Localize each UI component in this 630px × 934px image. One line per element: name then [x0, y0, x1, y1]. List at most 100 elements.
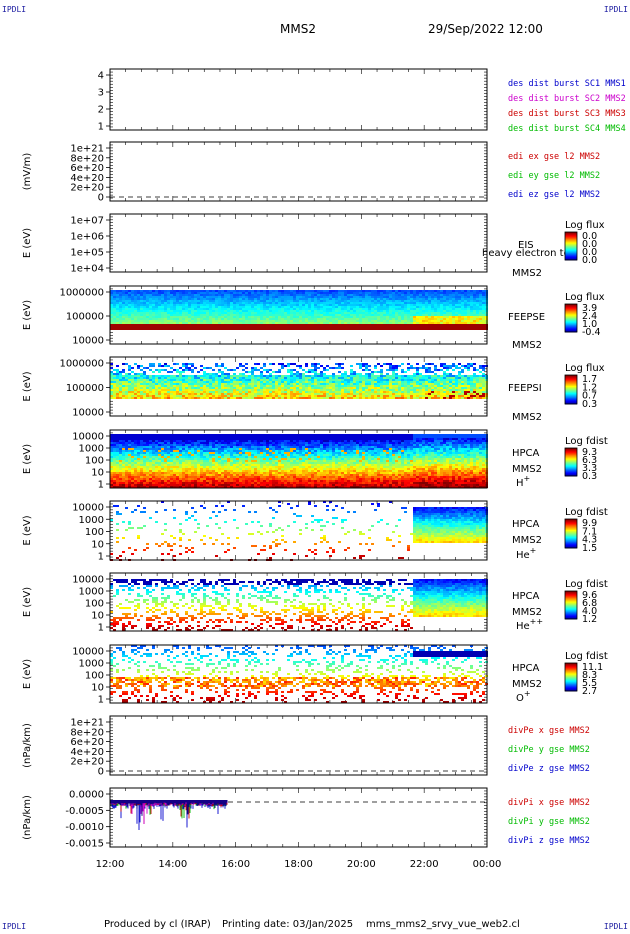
instrument-label-p4: FEEPSE — [508, 312, 545, 323]
cbar-tick-p4: 1.0 — [582, 319, 597, 330]
instrument-label-p9: HPCA — [512, 663, 540, 674]
ytick-label-p6: 10 — [91, 468, 104, 479]
cbar-title-p6: Log fdist — [565, 436, 608, 447]
ylabel-p5: E (eV) — [22, 371, 33, 401]
ytick-label-p7: 1 — [98, 552, 104, 563]
corner-tag-bottom-right: IPDLI — [603, 922, 628, 931]
ytick-label-p5: 1000000 — [59, 359, 104, 370]
cbar-tick-p6: 6.3 — [582, 455, 597, 466]
cbar-tick-p9: 11.1 — [582, 662, 603, 673]
corner-tag-bottom-left: IPDLI — [2, 922, 27, 931]
cbar-tick-p4: 3.9 — [582, 303, 597, 314]
instrument-label-p5: FEEPSI — [508, 383, 542, 394]
footer-filename: mms_mms2_srvy_vue_web2.cl — [366, 919, 520, 930]
species-label-p8: He++ — [516, 617, 543, 632]
cbar-title-p4: Log flux — [565, 292, 605, 303]
ytick-label-p8: 10 — [91, 611, 104, 622]
legend-p11: divPi x gse MMS2 — [508, 798, 590, 808]
cbar-tick-p8: 4.0 — [582, 606, 597, 617]
cbar-tick-p4: -0.4 — [582, 327, 601, 338]
legend-p2: edi ez gse l2 MMS2 — [508, 190, 600, 200]
ytick-label-p8: 100 — [85, 599, 104, 610]
cbar-tick-p3: 0.0 — [582, 231, 597, 242]
ytick-label-p9: 10000 — [72, 647, 104, 658]
ytick-label-p7: 10 — [91, 539, 104, 550]
plot-mission-title: MMS2 — [280, 22, 316, 36]
spacecraft-label-p9: MMS2 — [512, 679, 542, 690]
xtick-label: 22:00 — [410, 859, 439, 870]
overlay-label-p3: heavy electron to — [482, 248, 570, 259]
ylabel-p7: E (eV) — [22, 515, 33, 545]
ytick-label-p4: 100000 — [66, 312, 104, 323]
instrument-label-p7: HPCA — [512, 519, 540, 530]
ytick-label-p10: 8e+20 — [70, 727, 104, 738]
cbar-tick-p6: 0.3 — [582, 471, 597, 482]
ylabel-p9: E (eV) — [22, 659, 33, 689]
legend-p10: divPe z gse MMS2 — [508, 764, 590, 774]
spacecraft-label-p3: MMS2 — [512, 268, 542, 279]
legend-p2: edi ex gse l2 MMS2 — [508, 152, 600, 162]
corner-tag-top-left: IPDLI — [2, 5, 27, 14]
ytick-label-p2: 6e+20 — [70, 163, 104, 174]
species-label-p6: H+ — [516, 474, 530, 489]
ytick-label-p3: 1e+05 — [70, 248, 104, 259]
xtick-label: 00:00 — [473, 859, 502, 870]
cbar-tick-p7: 1.5 — [582, 543, 597, 554]
spacecraft-label-p6: MMS2 — [512, 464, 542, 475]
x-axis: 12:00 14:00 16:00 18:00 20:00 22:00 00:00 — [96, 859, 502, 870]
panel-p5: 1000000 100000 10000 E (eV) FEEPSI MMS2 Log fl… — [22, 356, 605, 423]
ytick-label-p6: 10000 — [72, 432, 104, 443]
ytick-label-p5: 10000 — [72, 408, 104, 419]
cbar-tick-p6: 9.3 — [582, 447, 597, 458]
cbar-title-p9: Log fdist — [565, 651, 608, 662]
legend-p1: des dist burst SC2 MMS2 — [508, 94, 626, 104]
cbar-tick-p6: 3.3 — [582, 463, 597, 474]
cbar-tick-p8: 1.2 — [582, 614, 597, 625]
ylabel-p2: (mV/m) — [22, 153, 33, 191]
ytick-label-p8: 10000 — [72, 575, 104, 586]
plot-datetime: 29/Sep/2022 12:00 — [428, 22, 543, 36]
cbar-tick-p9: 2.7 — [582, 686, 597, 697]
cbar-tick-p7: 4.3 — [582, 535, 597, 546]
species-label-p9: O+ — [516, 689, 531, 704]
cbar-title-p8: Log fdist — [565, 579, 608, 590]
corner-tag-top-right: IPDLI — [603, 5, 628, 14]
cbar-tick-p5: 0.7 — [582, 391, 597, 402]
footer-printing-date: Printing date: 03/Jan/2025 — [222, 919, 354, 930]
ytick-label-p10: 0 — [98, 767, 104, 778]
ytick-label-p2: 1e+21 — [70, 144, 104, 155]
ytick-label-p10: 1e+21 — [70, 718, 104, 729]
ytick-label-p1: 4 — [98, 71, 104, 82]
ytick-label-p9: 1 — [98, 695, 104, 706]
ylabel-p10: (nPa/km) — [22, 723, 33, 768]
legend-p11: divPi z gse MMS2 — [508, 836, 590, 846]
ylabel-p4: E (eV) — [22, 300, 33, 330]
ytick-label-p9: 10 — [91, 683, 104, 694]
xtick-label: 14:00 — [158, 859, 187, 870]
ytick-label-p7: 100 — [85, 527, 104, 538]
cbar-tick-p5: 1.7 — [582, 374, 597, 385]
ytick-label-p3: 1e+06 — [70, 232, 104, 243]
ylabel-p6: E (eV) — [22, 444, 33, 474]
cbar-tick-p4: 2.4 — [582, 311, 597, 322]
ytick-label-p7: 10000 — [72, 503, 104, 514]
ytick-label-p9: 1000 — [79, 659, 104, 670]
species-label-p7: He+ — [516, 546, 536, 561]
ytick-label-p10: 2e+20 — [70, 757, 104, 768]
cbar-tick-p8: 6.8 — [582, 598, 597, 609]
panel-p4: 1000000 100000 10000 E (eV) FEEPSE MMS2 Log fl… — [22, 285, 605, 351]
ylabel-p3: E (eV) — [22, 228, 33, 258]
cbar-title-p3: Log flux — [565, 220, 605, 231]
ytick-label-p5: 100000 — [66, 383, 104, 394]
xtick-label: 20:00 — [347, 859, 376, 870]
xtick-label: 12:00 — [96, 859, 125, 870]
ytick-label-p3: 1e+07 — [70, 216, 104, 227]
cbar-tick-p3: 0.0 — [582, 255, 597, 266]
spacecraft-label-p5: MMS2 — [512, 412, 542, 423]
ytick-label-p11: -0.0005 — [65, 806, 104, 817]
instrument-label-p6: HPCA — [512, 448, 540, 459]
